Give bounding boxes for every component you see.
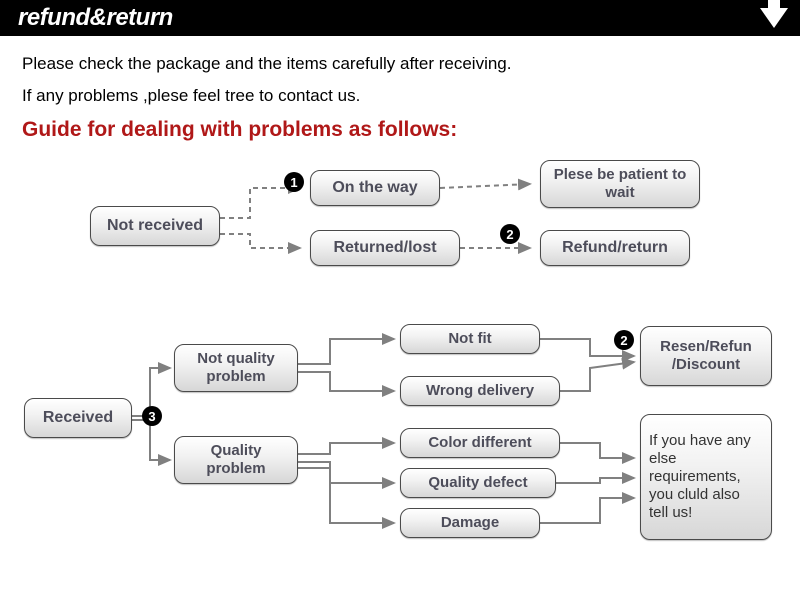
node-not-quality: Not quality problem [174, 344, 298, 392]
node-label: Not fit [448, 330, 491, 348]
header-bar: refund&return [0, 0, 800, 36]
node-else-req: If you have any else requirements, you c… [640, 414, 772, 540]
node-label: Damage [441, 514, 499, 532]
node-received: Received [24, 398, 132, 438]
node-resend: Resen/Refun /Discount [640, 326, 772, 386]
node-quality-defect: Quality defect [400, 468, 556, 498]
header-title: refund&return [18, 4, 173, 32]
badge-text: 2 [506, 227, 513, 242]
badge-text: 2 [620, 333, 627, 348]
node-label: Color different [428, 434, 531, 452]
badge-text: 3 [148, 409, 155, 424]
badge-text: 1 [290, 175, 297, 190]
node-not-received: Not received [90, 206, 220, 246]
badge-2a: 2 [500, 224, 520, 244]
badge-2b: 2 [614, 330, 634, 350]
node-on-the-way: On the way [310, 170, 440, 206]
node-label: If you have any else requirements, you c… [649, 432, 763, 522]
node-color-diff: Color different [400, 428, 560, 458]
node-refund-return: Refund/return [540, 230, 690, 266]
intro-line-1: Please check the package and the items c… [22, 54, 778, 74]
node-label: Refund/return [562, 238, 668, 257]
node-label: Not received [107, 216, 203, 235]
flowchart-canvas: Not received On the way Returned/lost Pl… [0, 158, 800, 598]
node-label: Received [43, 408, 113, 427]
intro-block: Please check the package and the items c… [0, 36, 800, 158]
node-returned-lost: Returned/lost [310, 230, 460, 266]
node-label: Resen/Refun /Discount [651, 338, 761, 374]
node-label: Plese be patient to wait [551, 166, 689, 202]
node-label: On the way [332, 178, 417, 197]
badge-1: 1 [284, 172, 304, 192]
node-label: Quality defect [428, 474, 527, 492]
node-label: Returned/lost [333, 238, 436, 257]
node-label: Wrong delivery [426, 382, 534, 400]
badge-3: 3 [142, 406, 162, 426]
node-wrong-delivery: Wrong delivery [400, 376, 560, 406]
node-not-fit: Not fit [400, 324, 540, 354]
intro-line-2: If any problems ,plese feel tree to cont… [22, 86, 778, 106]
node-label: Quality problem [185, 442, 287, 478]
guide-title: Guide for dealing with problems as follo… [22, 118, 778, 142]
node-patient: Plese be patient to wait [540, 160, 700, 208]
node-label: Not quality problem [185, 350, 287, 386]
node-damage: Damage [400, 508, 540, 538]
node-quality: Quality problem [174, 436, 298, 484]
down-arrow-icon [760, 8, 788, 28]
